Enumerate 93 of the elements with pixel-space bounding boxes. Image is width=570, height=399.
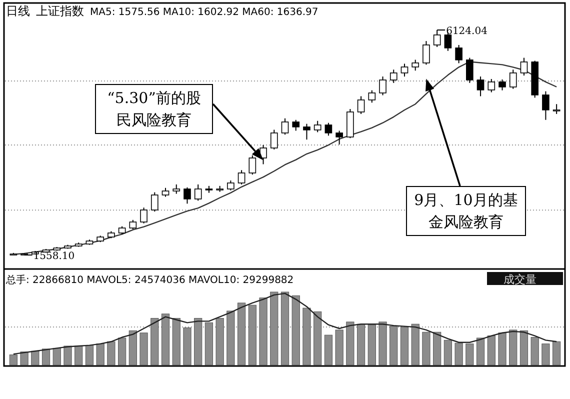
bar: [107, 341, 116, 366]
text: 日线: [6, 4, 30, 18]
bar: [161, 314, 170, 366]
bar: [292, 295, 300, 366]
candlestick: [509, 69, 517, 90]
bar: [31, 350, 40, 366]
bar: [9, 354, 18, 366]
candlestick: [466, 57, 474, 84]
candlestick: [303, 123, 310, 140]
candlestick: [172, 184, 180, 194]
candlestick: [390, 69, 398, 84]
candlestick: [248, 154, 256, 176]
bar: [216, 318, 224, 366]
bar: [150, 318, 159, 366]
candlestick: [379, 76, 386, 96]
candlestick: [488, 78, 496, 93]
bar: [96, 344, 104, 366]
candlestick: [368, 90, 376, 104]
bar: [466, 344, 474, 366]
bar: [302, 308, 311, 366]
bar: [400, 326, 409, 366]
bar: [20, 352, 28, 366]
candlestick: [140, 207, 148, 224]
candlestick: [357, 96, 365, 114]
candlestick: [150, 192, 158, 212]
bar: [335, 330, 344, 366]
annotation: “5.30”前的股民风险教育: [95, 84, 213, 134]
bar: [128, 330, 137, 366]
bar: [314, 311, 322, 366]
bar: [118, 338, 126, 366]
text: 成交量: [504, 273, 536, 286]
bar: [520, 330, 528, 366]
candlestick: [129, 219, 137, 230]
bar: [542, 344, 550, 366]
bar: [204, 322, 214, 366]
bar: [324, 334, 333, 366]
candlestick: [314, 120, 322, 133]
candlestick: [238, 170, 246, 185]
candlestick: [498, 78, 506, 91]
bar: [226, 310, 235, 366]
candlestick: [520, 57, 528, 76]
text: 总手: 22866810 MAVOL5: 24574036 MAVOL10: 29299882: [5, 274, 294, 286]
bar: [270, 292, 278, 366]
bar: [368, 324, 376, 366]
bar: [390, 326, 398, 366]
annotation: 9月、10月的基金风险教育: [406, 186, 526, 236]
candlestick: [292, 119, 300, 132]
bar: [422, 332, 430, 366]
candlestick: [542, 90, 550, 120]
bar: [85, 345, 94, 366]
bar: [259, 298, 268, 366]
candlestick: [336, 130, 343, 146]
bar: [346, 322, 354, 366]
candlestick: [227, 180, 234, 191]
bar: [498, 332, 506, 366]
bar: [237, 302, 246, 366]
bar: [64, 346, 72, 366]
bar: [509, 330, 518, 366]
bar: [356, 324, 366, 366]
annotation: 1558.10: [33, 251, 75, 262]
candlestick: [184, 186, 191, 204]
bar: [454, 342, 463, 366]
candlestick: [324, 122, 332, 136]
bar: [280, 292, 290, 366]
bar: [42, 348, 50, 366]
bar: [140, 332, 148, 366]
candlestick: [270, 129, 278, 150]
bar: [530, 337, 539, 366]
bar: [476, 338, 485, 366]
candlestick: [476, 76, 484, 97]
candlestick: [552, 104, 560, 114]
candlestick: [281, 118, 289, 136]
candlestick: [433, 30, 441, 48]
candlestick: [412, 59, 420, 72]
bar: [378, 322, 387, 366]
bar: [248, 304, 256, 366]
candlestick: [194, 184, 202, 202]
bar: [74, 346, 83, 366]
bar: [433, 332, 442, 366]
bar: [183, 328, 192, 366]
text: 上证指数: [36, 4, 84, 18]
annotation: 6124.04: [446, 26, 488, 37]
bar: [487, 336, 496, 366]
bar: [52, 348, 61, 366]
bar: [444, 340, 452, 366]
bar: [194, 318, 202, 366]
bar: [172, 318, 180, 366]
bar: [552, 341, 561, 366]
candlestick: [400, 63, 408, 78]
text: MA5: 1575.56 MA10: 1602.92 MA60: 1636.97: [90, 7, 318, 18]
bar: [411, 324, 420, 366]
candlestick: [455, 44, 462, 64]
candlestick: [422, 40, 430, 66]
